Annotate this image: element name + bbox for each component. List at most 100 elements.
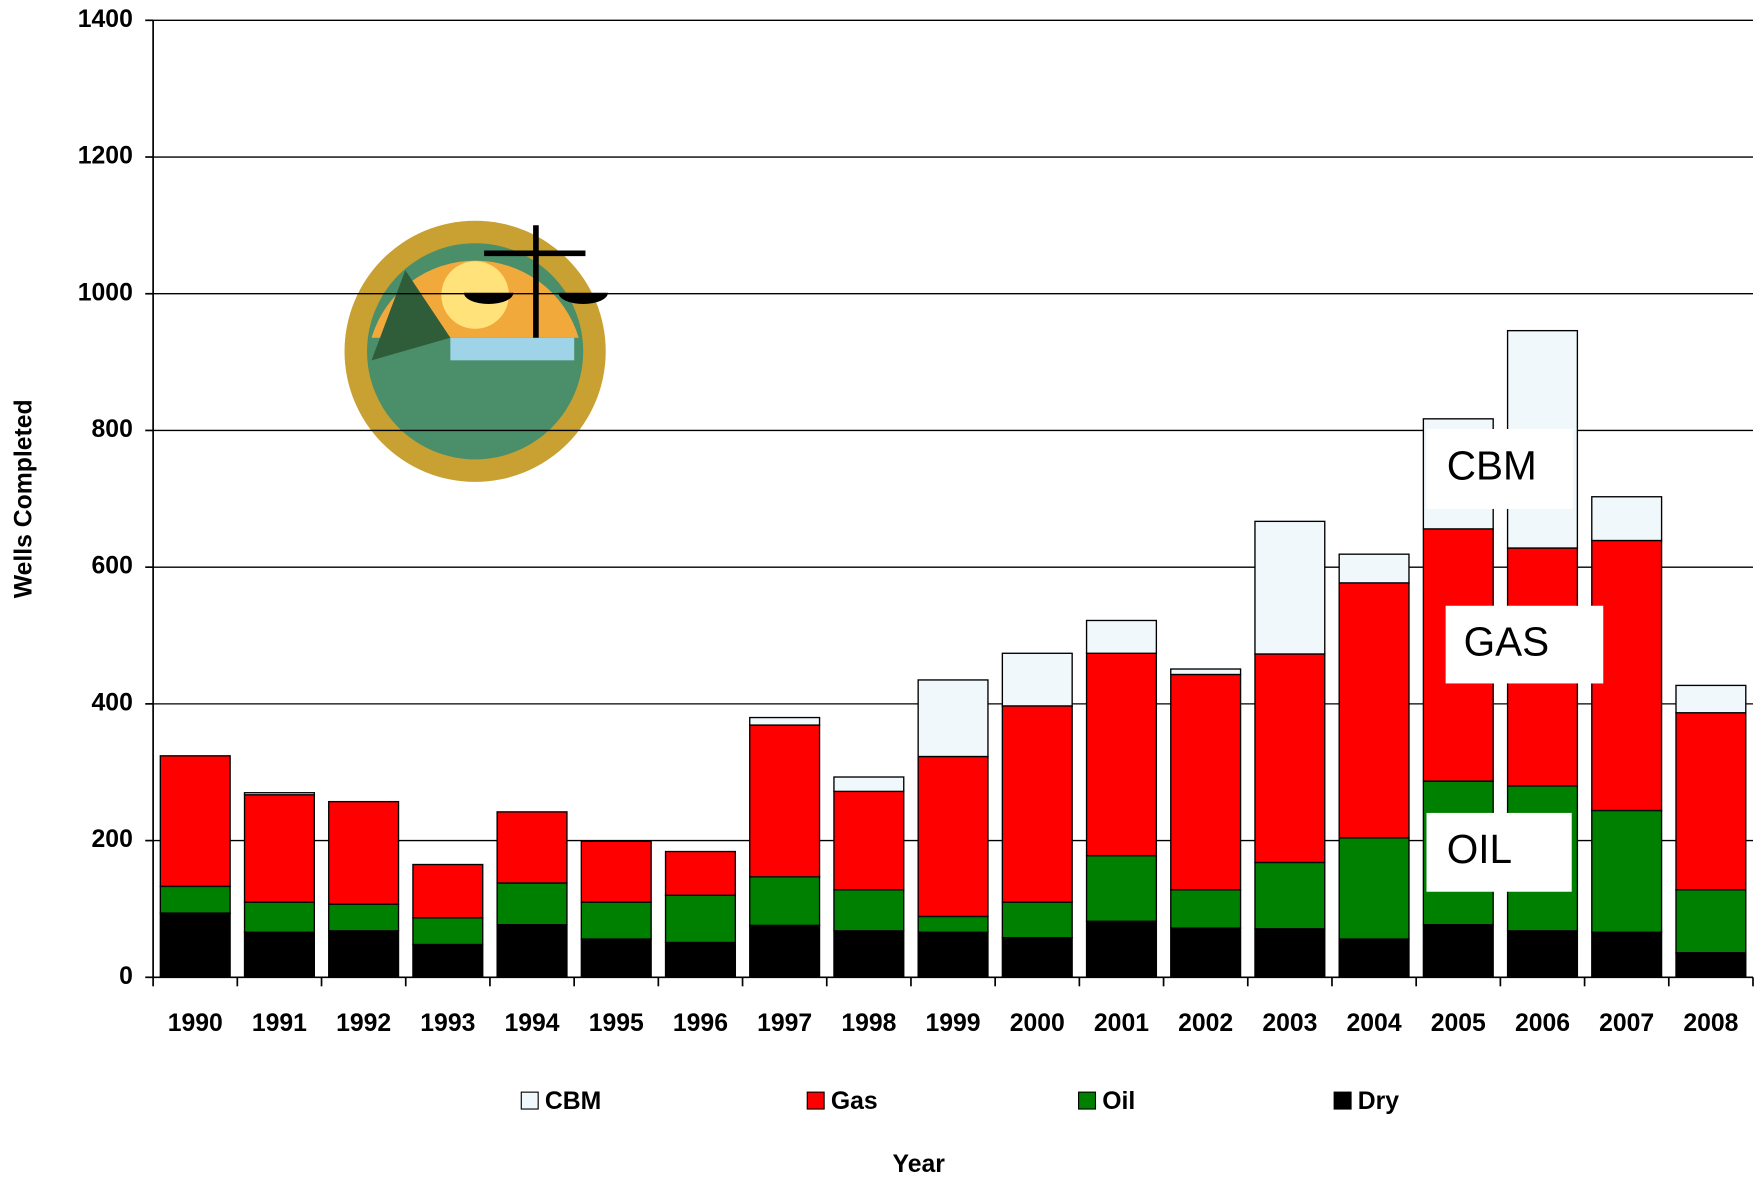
bar-segment xyxy=(1592,497,1662,541)
annotation: CBM xyxy=(1447,443,1537,489)
bar-segment xyxy=(750,725,820,877)
y-tick-label: 1000 xyxy=(78,279,133,306)
bar-segment xyxy=(1087,653,1157,855)
bar-segment xyxy=(245,795,315,902)
bar-segment xyxy=(1339,554,1409,583)
legend-label: Gas xyxy=(831,1088,878,1115)
bar-segment xyxy=(918,680,988,757)
y-axis-label: Wells Completed xyxy=(10,399,37,598)
x-tick-label: 1996 xyxy=(673,1010,728,1037)
x-tick-label: 2000 xyxy=(1010,1010,1065,1037)
x-tick-label: 2006 xyxy=(1515,1010,1570,1037)
x-tick-label: 1993 xyxy=(420,1010,475,1037)
bar-segment xyxy=(1171,890,1241,928)
bar-segment xyxy=(413,918,483,945)
x-tick-label: 1990 xyxy=(168,1010,223,1037)
bar-segment xyxy=(329,802,399,905)
x-tick-label: 1999 xyxy=(926,1010,981,1037)
bar-segment xyxy=(918,757,988,917)
bar-segment xyxy=(329,931,399,977)
bar-segment xyxy=(1423,925,1493,978)
bar-segment xyxy=(1592,811,1662,933)
bar-segment xyxy=(1676,685,1746,712)
x-tick-label: 1994 xyxy=(505,1010,560,1037)
bar-segment xyxy=(1339,583,1409,838)
bar-segment xyxy=(160,913,230,977)
legend-swatch xyxy=(1079,1092,1096,1109)
bar-segment xyxy=(329,904,399,931)
bar-segment xyxy=(1676,713,1746,890)
y-tick-label: 400 xyxy=(92,689,133,716)
bar-segment xyxy=(834,777,904,791)
legend-swatch xyxy=(1334,1092,1351,1109)
bar-segment xyxy=(497,925,567,978)
bar-segment xyxy=(497,812,567,883)
bar-segment xyxy=(834,791,904,889)
bar-segment xyxy=(1171,669,1241,674)
bar-segment xyxy=(245,902,315,932)
x-tick-label: 2008 xyxy=(1683,1010,1738,1037)
bar-segment xyxy=(1255,654,1325,862)
annotation: OIL xyxy=(1447,826,1512,872)
x-tick-label: 2007 xyxy=(1599,1010,1654,1037)
bar-segment xyxy=(750,718,820,726)
annotation: GAS xyxy=(1464,618,1550,664)
x-tick-label: 2005 xyxy=(1431,1010,1486,1037)
seal-logo xyxy=(345,221,608,482)
bar-segment xyxy=(1339,838,1409,939)
legend-label: Dry xyxy=(1358,1088,1400,1115)
bar-segment xyxy=(413,865,483,918)
bar-segment xyxy=(1087,856,1157,922)
bar-segment xyxy=(245,793,315,795)
bar-segment xyxy=(581,841,651,902)
bar-segment xyxy=(918,916,988,932)
bar-segment xyxy=(1087,620,1157,653)
bar-segment xyxy=(1171,674,1241,889)
y-tick-label: 0 xyxy=(119,963,133,990)
bar-segment xyxy=(1087,921,1157,977)
x-tick-label: 2002 xyxy=(1178,1010,1233,1037)
x-tick-label: 1992 xyxy=(336,1010,391,1037)
bar-segment xyxy=(750,925,820,977)
x-tick-label: 1995 xyxy=(589,1010,644,1037)
bar-segment xyxy=(1002,706,1072,902)
x-axis-label: Year xyxy=(893,1151,946,1178)
bar-segment xyxy=(1339,939,1409,977)
bar-segment xyxy=(1002,653,1072,706)
bar-segment xyxy=(1508,931,1578,977)
legend-swatch xyxy=(521,1092,538,1109)
y-tick-label: 1200 xyxy=(78,143,133,170)
x-tick-label: 1991 xyxy=(252,1010,307,1037)
x-tick-label: 2001 xyxy=(1094,1010,1149,1037)
bar-segment xyxy=(1255,929,1325,978)
legend-label: Oil xyxy=(1102,1088,1135,1115)
y-tick-label: 200 xyxy=(92,826,133,853)
bar-segment xyxy=(581,902,651,939)
legend-swatch xyxy=(807,1092,824,1109)
bar-segment xyxy=(1002,938,1072,978)
bar-segment xyxy=(1592,932,1662,977)
bar-segment xyxy=(160,756,230,887)
bar-segment xyxy=(750,877,820,926)
x-tick-label: 1998 xyxy=(841,1010,896,1037)
bar-segment xyxy=(1255,862,1325,928)
bar-segment xyxy=(1676,890,1746,953)
page: Wells Completed Year 0 200 400 600 800 1000 12… xyxy=(0,0,1762,1185)
x-tick-label: 2003 xyxy=(1262,1010,1317,1037)
bar-segment xyxy=(497,883,567,925)
bar-segment xyxy=(1171,928,1241,977)
bar-segment xyxy=(666,942,736,977)
x-tick-label: 1997 xyxy=(757,1010,812,1037)
y-tick-label: 800 xyxy=(92,416,133,443)
legend-label: CBM xyxy=(545,1088,601,1115)
bar-segment xyxy=(581,939,651,977)
bar-segment xyxy=(413,944,483,977)
bar-segment xyxy=(918,932,988,977)
bar-segment xyxy=(1002,902,1072,938)
bar-segment xyxy=(160,886,230,913)
bar-segment xyxy=(666,852,736,896)
bar-segment xyxy=(245,932,315,977)
y-tick-label: 600 xyxy=(92,553,133,580)
x-tick-label: 2004 xyxy=(1347,1010,1402,1037)
bar-segment xyxy=(834,890,904,931)
